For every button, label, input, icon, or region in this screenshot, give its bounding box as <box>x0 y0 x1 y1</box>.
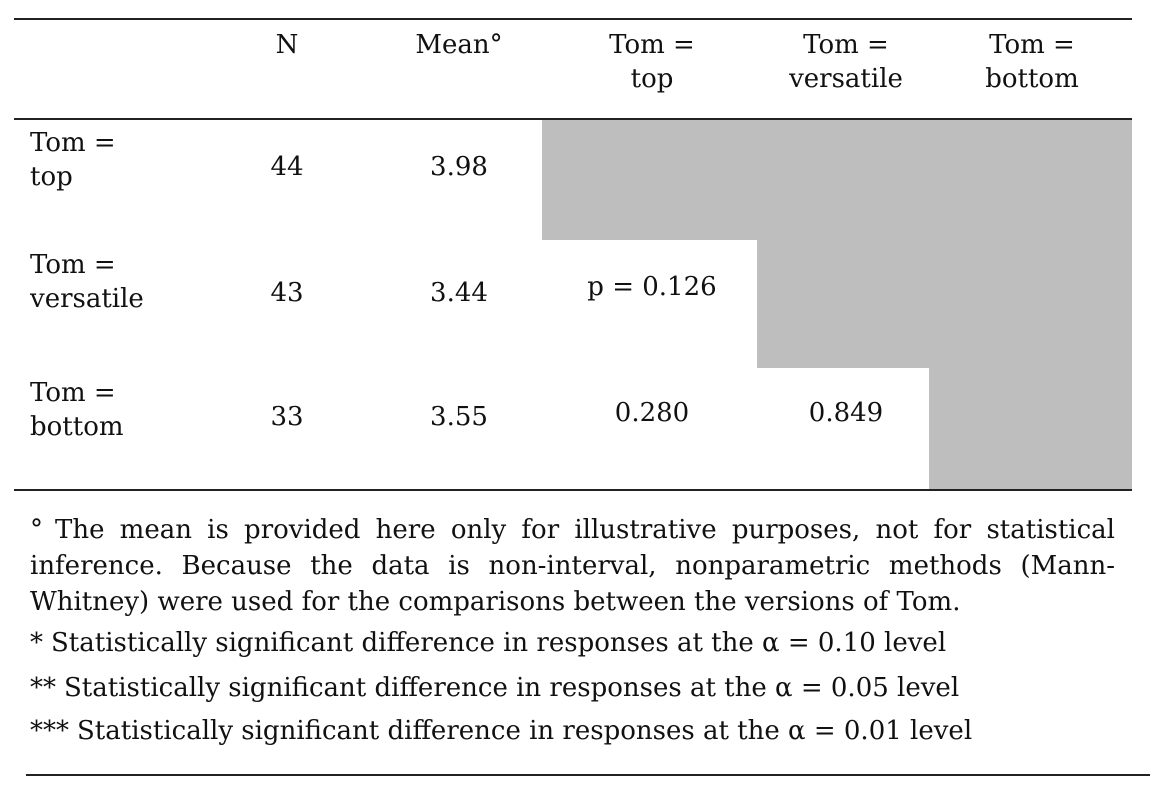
header-bottom-rule <box>14 118 1132 120</box>
footnote-sig-010-mark: * <box>30 628 43 658</box>
row-label-tom-bottom: Tom = bottom <box>30 376 230 444</box>
column-header-tom-bottom: Tom = bottom <box>947 28 1117 96</box>
row-label-tom-top-line1: Tom = <box>30 128 116 158</box>
column-header-tom-bottom-line2: bottom <box>985 64 1079 94</box>
footnote-sig-005: ** Statistically significant difference i… <box>30 671 959 705</box>
column-header-tom-versatile-line1: Tom = <box>803 30 889 60</box>
row-label-tom-bottom-line1: Tom = <box>30 378 116 408</box>
footnote-sig-010: * Statistically significant difference in… <box>30 626 946 660</box>
column-header-tom-top-line2: top <box>630 64 674 94</box>
column-header-tom-top: Tom = top <box>567 28 737 96</box>
footnote-sig-001-mark: *** <box>30 716 69 746</box>
notes-bottom-rule <box>26 774 1150 776</box>
row-label-tom-top-line2: top <box>30 162 73 192</box>
footnote-sig-005-text: Statistically significant difference in … <box>64 673 960 703</box>
footnote-sig-005-mark: ** <box>30 673 56 703</box>
column-header-tom-bottom-line1: Tom = <box>989 30 1075 60</box>
row-label-tom-bottom-line2: bottom <box>30 412 124 442</box>
cell-bottom-n: 33 <box>270 402 304 432</box>
footnote-degree: ° The mean is provided here only for illu… <box>30 512 1115 620</box>
cell-top-mean: 3.98 <box>430 152 488 182</box>
footnote-degree-mark: ° <box>30 515 43 545</box>
row-label-tom-versatile-line1: Tom = <box>30 250 116 280</box>
empty-cell-top-versatile <box>757 120 929 368</box>
table-bottom-rule <box>14 489 1132 491</box>
column-header-tom-versatile: Tom = versatile <box>761 28 931 96</box>
column-header-n: N <box>275 30 299 60</box>
column-header-tom-versatile-line2: versatile <box>789 64 903 94</box>
row-label-tom-versatile: Tom = versatile <box>30 248 230 316</box>
cell-bottom-mean: 3.55 <box>430 402 488 432</box>
cell-versatile-mean: 3.44 <box>430 278 488 308</box>
empty-cell-bottom-column <box>929 120 1132 489</box>
cell-bottom-vs-top: 0.280 <box>614 398 690 428</box>
cell-top-n: 44 <box>270 152 304 182</box>
footnote-sig-001: *** Statistically significant difference … <box>30 714 972 748</box>
row-label-tom-versatile-line2: versatile <box>30 284 144 314</box>
empty-cell-top-top <box>542 120 757 240</box>
row-label-tom-top: Tom = top <box>30 126 230 194</box>
cell-versatile-vs-top: p = 0.126 <box>587 272 717 302</box>
table-top-rule <box>14 18 1132 20</box>
footnote-sig-010-text: Statistically significant difference in … <box>51 628 947 658</box>
footnote-sig-001-text: Statistically significant difference in … <box>77 716 973 746</box>
column-header-tom-top-line1: Tom = <box>609 30 695 60</box>
cell-bottom-vs-versatile: 0.849 <box>808 398 884 428</box>
column-header-mean: Mean° <box>415 30 503 60</box>
cell-versatile-n: 43 <box>270 278 304 308</box>
footnote-degree-text: The mean is provided here only for illus… <box>30 515 1115 617</box>
